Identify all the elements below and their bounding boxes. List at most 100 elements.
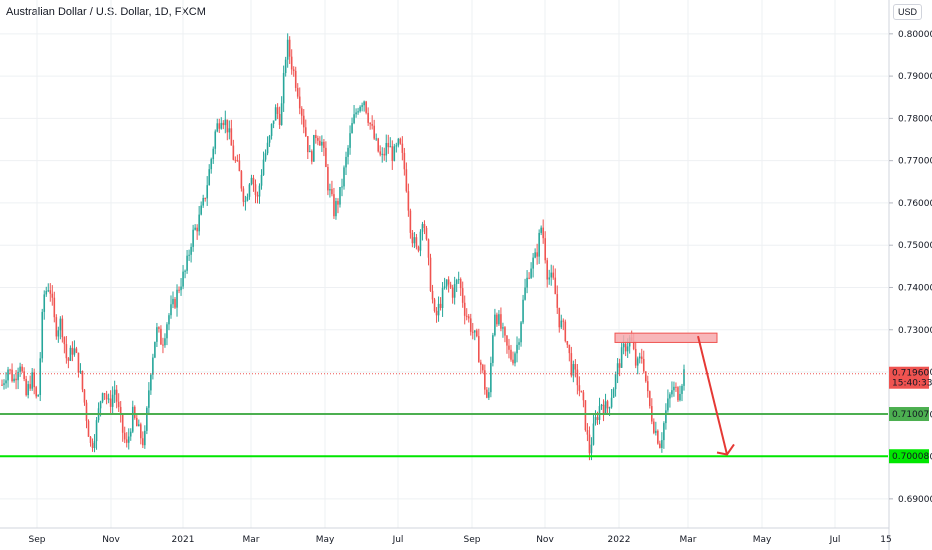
candle-body [536, 252, 538, 257]
candle-body [184, 270, 186, 272]
candle-body [522, 299, 524, 323]
candle-body [638, 356, 641, 359]
candle-body [445, 279, 448, 287]
candle-body [325, 147, 327, 168]
chart-title: Australian Dollar / U.S. Dollar, 1D, FXC… [6, 6, 206, 18]
candle-body [373, 125, 375, 139]
candle-body [504, 327, 506, 336]
candle-body [240, 171, 243, 189]
candle-body [154, 341, 156, 358]
candle-body [327, 167, 329, 191]
projection-arrow[interactable] [697, 335, 728, 455]
currency-button[interactable]: USD [892, 4, 922, 20]
candle-body [588, 434, 591, 454]
candle-body [329, 189, 331, 191]
candle-body [39, 358, 42, 396]
candle-body [144, 430, 146, 446]
candle-body [129, 431, 132, 437]
candle-body [473, 330, 476, 333]
candle-body [578, 385, 581, 391]
candle-body [188, 254, 190, 256]
candle-body [480, 362, 482, 365]
candle-body [403, 152, 406, 170]
candle-body [95, 420, 98, 442]
candle-body [395, 145, 398, 147]
candle-body [135, 417, 138, 427]
candle-body [648, 391, 651, 407]
candle-body [461, 288, 464, 303]
candle-body [475, 330, 478, 337]
candle-body [586, 430, 589, 435]
candle-body [415, 237, 418, 247]
candle-body [510, 349, 512, 360]
candle-body [500, 314, 502, 329]
candle-body [399, 138, 402, 144]
candle-body [655, 430, 657, 433]
candle-body [562, 320, 565, 322]
candle-body [524, 287, 526, 300]
candle-body [93, 441, 96, 449]
candle-body [180, 286, 182, 291]
candle-body [111, 394, 114, 407]
candle-body [166, 324, 168, 339]
candle-body [89, 436, 92, 443]
candle-body [47, 290, 50, 292]
x-tick-label: 2021 [172, 535, 195, 545]
candle-body [482, 364, 484, 371]
candle-body [463, 302, 466, 316]
candle-body [570, 353, 573, 376]
candle-body [117, 401, 120, 407]
candle-body [490, 362, 492, 393]
candle-body [486, 389, 488, 398]
candle-body [224, 119, 227, 126]
candle-body [367, 112, 369, 123]
candle-body [238, 160, 241, 172]
candle-body [119, 406, 122, 415]
candle-body [252, 177, 255, 185]
candle-body [624, 343, 627, 352]
candle-body [61, 318, 64, 338]
candle-body [409, 210, 412, 233]
candle-body [164, 338, 166, 346]
candle-body [484, 370, 486, 390]
candle-body [353, 114, 355, 124]
candle-body [341, 186, 343, 188]
candle-body [439, 303, 442, 308]
candle-body [174, 298, 176, 308]
y-tick-label: 0.74000 [898, 283, 932, 293]
candle-body [13, 378, 15, 382]
candle-body [23, 371, 25, 379]
candle-body [663, 423, 665, 441]
candle-body [640, 356, 643, 359]
candle-body [361, 105, 363, 107]
candle-body [234, 159, 237, 161]
candle-body [443, 286, 446, 288]
candle-body [417, 246, 420, 251]
candle-body [270, 123, 273, 136]
current-price-label: 0.71960 [892, 369, 929, 379]
candle-body [323, 141, 325, 148]
candle-body [280, 103, 283, 125]
candle-body [319, 140, 321, 146]
candle-body [653, 421, 655, 433]
candle-body [75, 348, 78, 353]
candle-body [69, 347, 72, 361]
candle-body [389, 146, 392, 148]
candle-body [121, 414, 124, 433]
candle-body [268, 135, 271, 143]
candle-body [659, 443, 661, 448]
candle-body [222, 122, 225, 126]
candle-body [278, 113, 281, 125]
candle-body [248, 184, 251, 197]
candle-body [453, 284, 456, 298]
candle-body [81, 370, 84, 390]
candle-body [371, 124, 373, 126]
candle-body [170, 304, 172, 316]
resistance-zone[interactable] [614, 332, 718, 343]
x-tick-label: Mar [680, 535, 697, 545]
candle-body [391, 146, 394, 161]
candle-body [642, 358, 645, 372]
candle-body [260, 174, 263, 186]
candle-body [387, 142, 390, 148]
